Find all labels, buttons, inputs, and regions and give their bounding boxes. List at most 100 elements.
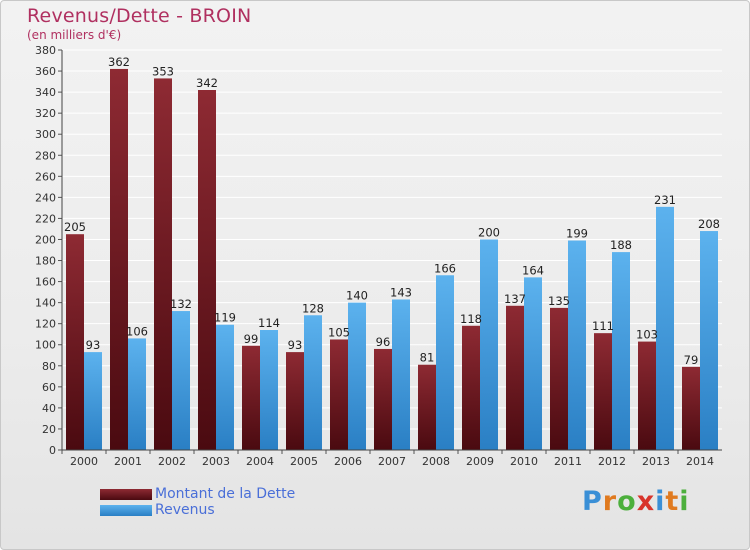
bar-debt (418, 364, 436, 450)
data-label: 81 (420, 351, 435, 365)
y-tick-label: 320 (35, 107, 56, 120)
bar-debt (462, 325, 480, 450)
y-tick-label: 180 (35, 255, 56, 268)
data-label: 128 (302, 301, 324, 315)
data-label: 93 (288, 338, 303, 352)
bar-chart: 0 20 40 60 80 100 120 140 160 180 200 220 240 260 280 3… (35, 44, 722, 468)
bar-debt (154, 78, 172, 450)
data-label: 118 (460, 312, 482, 326)
data-label: 93 (86, 338, 101, 352)
data-label: 111 (592, 319, 614, 333)
x-tick-label: 2010 (510, 455, 538, 468)
logo-letter: r (602, 486, 618, 517)
logo-letter: i (655, 486, 666, 517)
x-tick-label: 2005 (290, 455, 318, 468)
y-tick-label: 300 (35, 128, 56, 141)
bar-debt (374, 348, 392, 450)
data-label: 105 (328, 325, 350, 339)
logo-letter: x (636, 486, 656, 517)
data-label: 166 (434, 261, 456, 275)
x-tick-label: 2000 (70, 455, 98, 468)
data-label: 103 (636, 328, 658, 342)
y-tick-label: 260 (35, 170, 56, 183)
legend-label-debt: Montant de la Dette (155, 486, 296, 502)
data-label: 231 (654, 193, 676, 207)
data-label: 99 (244, 332, 259, 346)
bar-debt (330, 339, 348, 450)
bar-revenue (304, 315, 322, 450)
data-label: 188 (610, 238, 632, 252)
bar-revenue (436, 275, 454, 450)
x-tick-label: 2013 (642, 455, 670, 468)
x-tick-label: 2006 (334, 455, 362, 468)
legend-swatch-debt (100, 489, 152, 500)
bar-revenue (260, 330, 278, 450)
y-tick-label: 380 (35, 44, 56, 57)
bar-debt (638, 341, 656, 450)
logo-letter: t (665, 486, 680, 517)
data-label: 164 (522, 263, 544, 277)
bar-revenue (128, 338, 146, 450)
y-tick-label: 120 (35, 318, 56, 331)
x-tick-label: 2004 (246, 455, 274, 468)
chart-subtitle: (en milliers d'€) (27, 28, 122, 42)
data-label: 132 (170, 297, 192, 311)
x-tick-label: 2011 (554, 455, 582, 468)
y-tick-label: 20 (42, 423, 56, 436)
data-label: 205 (64, 220, 86, 234)
data-labels: 205 93 362 106 353 132 342 119 99 114 93 128 105 140 9… (64, 55, 720, 367)
x-tick-label: 2002 (158, 455, 186, 468)
y-tick-label: 240 (35, 191, 56, 204)
bar-revenue (480, 239, 498, 450)
y-tick-label: 360 (35, 65, 56, 78)
bar-revenue (348, 302, 366, 450)
y-tick-label: 80 (42, 360, 56, 373)
logo-letter: P (582, 486, 603, 517)
bar-debt (506, 305, 524, 450)
legend-label-revenue: Revenus (155, 502, 215, 518)
data-label: 353 (152, 64, 174, 78)
bar-revenue (84, 352, 102, 450)
y-tick-label: 100 (35, 339, 56, 352)
x-tick-label: 2001 (114, 455, 142, 468)
bar-revenue (568, 240, 586, 450)
bar-debt (66, 234, 84, 450)
bar-revenue (392, 299, 410, 450)
data-label: 199 (566, 227, 588, 241)
y-tick-label: 280 (35, 149, 56, 162)
data-label: 79 (684, 353, 699, 367)
data-label: 362 (108, 55, 130, 69)
x-tick-label: 2003 (202, 455, 230, 468)
y-tick-label: 340 (35, 86, 56, 99)
x-tick-label: 2009 (466, 455, 494, 468)
proxiti-logo: Proxiti (582, 486, 690, 517)
bar-debt (242, 345, 260, 450)
x-tick-label: 2014 (686, 455, 714, 468)
logo-letter: o (617, 486, 637, 517)
bar-revenue (700, 231, 718, 450)
y-tick-label: 0 (49, 444, 56, 457)
x-tick-label: 2012 (598, 455, 626, 468)
bar-debt (550, 307, 568, 450)
data-label: 137 (504, 292, 526, 306)
bar-debt (110, 68, 128, 451)
y-axis-ticks: 0 20 40 60 80 100 120 140 160 180 200 220 240 260 280 3… (35, 44, 62, 457)
data-label: 96 (376, 335, 391, 349)
y-tick-label: 60 (42, 381, 56, 394)
chart-title: Revenus/Dette - BROIN (27, 5, 252, 27)
bar-revenue (656, 206, 674, 450)
data-label: 106 (126, 324, 148, 338)
bar-debt (286, 352, 304, 450)
y-tick-label: 200 (35, 233, 56, 246)
x-tick-label: 2007 (378, 455, 406, 468)
axes (61, 50, 722, 451)
bar-debt (594, 333, 612, 450)
x-axis-ticks: 2000 2001 2002 2003 2004 2005 2006 2007 2008 2009… (61, 450, 714, 468)
data-label: 140 (346, 289, 368, 303)
data-label: 143 (390, 285, 412, 299)
y-tick-label: 40 (42, 402, 56, 415)
y-tick-label: 140 (35, 297, 56, 310)
data-label: 342 (196, 76, 218, 90)
legend-swatch-revenue (100, 505, 152, 516)
data-label: 200 (478, 225, 500, 239)
